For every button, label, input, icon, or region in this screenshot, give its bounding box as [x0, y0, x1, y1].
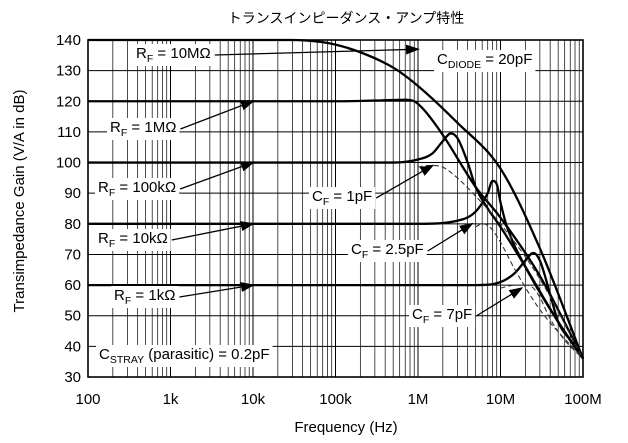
- y-tick-label: 140: [56, 32, 81, 49]
- annotation-bg-rf100k: [95, 178, 180, 200]
- annotation-sub: F: [147, 53, 153, 65]
- y-tick-label: 30: [64, 369, 81, 386]
- chart-title: トランスインピーダンス・アンプ特性: [228, 11, 464, 27]
- annotation-bg-cf1p: [309, 187, 376, 209]
- annotation-rf1k: RF = 1kΩ: [114, 287, 175, 307]
- y-tick-label: 70: [64, 246, 81, 263]
- annotation-bg-rf1m: [107, 118, 180, 140]
- annotation-rest: = 1MΩ: [127, 119, 176, 136]
- y-tick-label: 110: [57, 124, 81, 141]
- annotation-sub: F: [109, 238, 115, 250]
- x-axis-label: Frequency (Hz): [294, 419, 397, 436]
- annotation-main: R: [136, 45, 147, 62]
- x-tick-label: 1M: [408, 391, 429, 408]
- plot-frame: [87, 39, 584, 378]
- annotation-arrow-rf1m: [180, 100, 255, 130]
- annotation-bg-cf25p: [348, 240, 427, 262]
- series-line-3: [87, 179, 584, 360]
- annotation-main: C: [351, 241, 362, 258]
- annotation-sub: F: [125, 295, 131, 307]
- annotation-cf7p: CF = 7pF: [412, 306, 472, 326]
- annotation-rf10m: RF = 10MΩ: [136, 45, 211, 65]
- annotation-sub: DIODE: [448, 59, 481, 71]
- annotation-main: R: [98, 230, 109, 247]
- annotation-main: R: [110, 119, 121, 136]
- annotation-main: C: [412, 306, 423, 323]
- tick-labels: 100 1k 10k 100k 1M 10M 100M 30 40 50 60 70 80 90 100 11…: [56, 32, 602, 408]
- annotation-cf1p: CF = 1pF: [312, 188, 372, 208]
- series-line-7: [500, 284, 584, 360]
- y-tick-label: 120: [56, 93, 81, 110]
- series-line-1: [88, 98, 585, 360]
- annotation-sub: F: [362, 249, 368, 261]
- annotation-arrow-rf100k: [179, 161, 255, 190]
- annotation-bg-cdiode: [434, 50, 536, 72]
- annotation-sub: F: [109, 187, 115, 199]
- x-tick-label: 100k: [319, 391, 352, 408]
- y-tick-label: 40: [64, 338, 81, 355]
- annotation-rest: = 1pF: [329, 188, 372, 205]
- y-tick-label: 100: [56, 155, 81, 172]
- annotation-bg-rf10m: [133, 44, 214, 66]
- annotation-arrow-cf1p: [375, 164, 435, 199]
- annotation-rf100k: RF = 100kΩ: [98, 179, 176, 199]
- annotation-main: R: [114, 287, 125, 304]
- annotation-arrow-rf1k: [179, 282, 255, 298]
- annotation-sub: F: [423, 314, 429, 326]
- annotation-rest: = 20pF: [481, 51, 532, 68]
- y-tick-label: 90: [64, 185, 81, 202]
- annotation-main: C: [437, 51, 448, 68]
- annotation-arrow-cf25p: [427, 222, 474, 252]
- annotation-cdiode: CDIODE = 20pF: [437, 51, 532, 71]
- annotation-rest: (parasitic) = 0.2pF: [144, 346, 269, 363]
- annotation-main: C: [312, 188, 323, 205]
- x-tick-label: 100M: [564, 391, 602, 408]
- annotation-rest: = 2.5pF: [368, 241, 423, 258]
- x-tick-label: 10k: [241, 391, 266, 408]
- annotation-sub: F: [323, 196, 329, 208]
- y-tick-label: 60: [64, 277, 81, 294]
- annotation-main: R: [98, 179, 109, 196]
- annotation-rest: = 10MΩ: [153, 45, 211, 62]
- annotation-bg-cstray: [96, 345, 273, 367]
- annotation-arrow-rf10m: [214, 44, 420, 56]
- x-tick-label: 10M: [486, 391, 515, 408]
- annotation-sub: F: [121, 127, 127, 139]
- annotation-rf10k: RF = 10kΩ: [98, 230, 168, 250]
- annotation-bg-rf1k: [111, 286, 179, 308]
- y-tick-label: 50: [64, 308, 81, 325]
- annotation-arrow-cf7p: [475, 287, 524, 317]
- annotation-cf25p: CF = 2.5pF: [351, 241, 424, 261]
- x-tick-label: 1k: [163, 391, 179, 408]
- annotation-rest: = 100kΩ: [115, 179, 176, 196]
- y-tick-label: 80: [64, 216, 81, 233]
- annotation-rest: = 10kΩ: [115, 230, 168, 247]
- annotation-rest: = 7pF: [429, 306, 472, 323]
- y-tick-label: 130: [56, 63, 81, 80]
- annotation-main: C: [99, 346, 110, 363]
- annotation-rf1m: RF = 1MΩ: [110, 119, 176, 139]
- annotation-cstray: CSTRAY (parasitic) = 0.2pF: [99, 346, 270, 366]
- series-line-6: [475, 223, 584, 359]
- annotation-bg-cf7p: [409, 305, 476, 327]
- annotation-sub: STRAY: [110, 354, 144, 366]
- annotation-rest: = 1kΩ: [131, 287, 175, 304]
- x-tick-label: 100: [75, 391, 100, 408]
- series-line-4: [87, 251, 584, 360]
- annotation-bg-rf10k: [95, 229, 171, 251]
- annotation-arrow-rf10k: [171, 221, 255, 241]
- y-axis-label: Transimpedance Gain (V/A in dB): [11, 90, 28, 313]
